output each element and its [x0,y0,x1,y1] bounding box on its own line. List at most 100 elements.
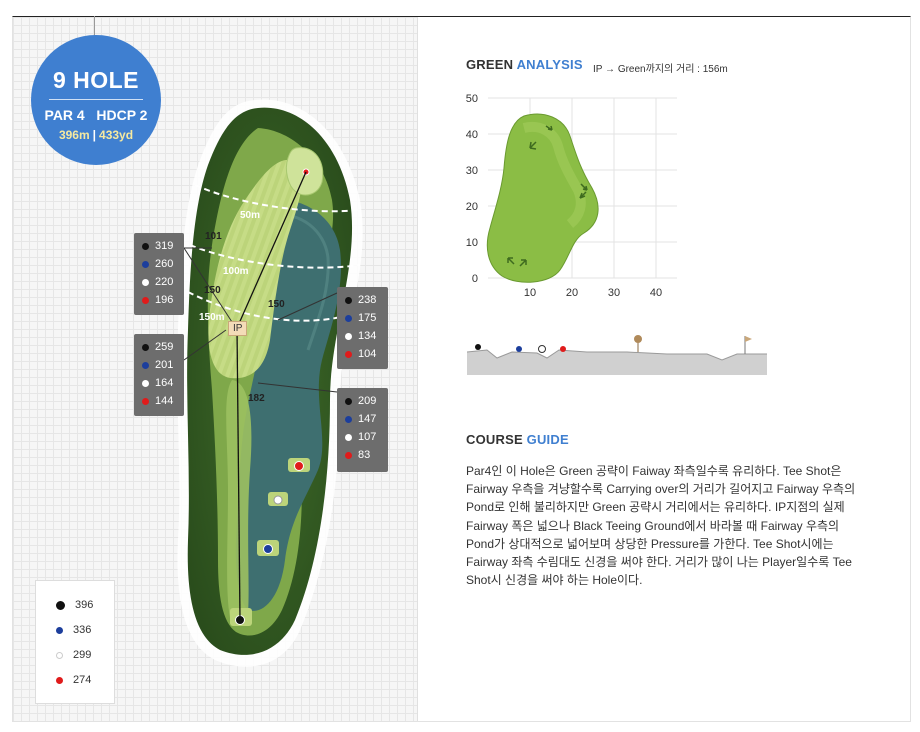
black-tee-icon [56,600,65,610]
arc-label-100m: 100m [223,266,249,277]
badge-pin-line [94,16,95,40]
guide-line: Shot시 신경을 써야 하는 Hole이다. [466,573,643,588]
dist-red: 83 [345,446,380,464]
green-contour-chart: 50 40 30 20 10 0 10 20 30 40 [466,93,677,298]
dist-white: 134 [345,327,380,345]
guide-line: Fairway 좌측 수림대도 신경을 써야 한다. 거리가 많이 나는 Pla… [466,555,852,570]
dist-value: 260 [155,258,174,270]
dist-value: 319 [155,240,174,252]
tee-distance-legend: 396 336 299 274 [35,580,115,704]
white-tee-icon [142,278,149,286]
blue-tee-icon [56,626,63,634]
legend-blue: 336 [56,624,91,636]
dist-red: 144 [142,392,176,410]
hole-layout-map [177,99,363,667]
dist-blue: 260 [142,255,176,273]
x-tick-label: 10 [524,287,536,298]
y-tick-label: 40 [466,129,478,141]
black-tee-icon [345,397,352,405]
red-tee-icon [142,397,149,405]
legend-white: 299 [56,649,91,661]
y-tick-label: 10 [466,237,478,249]
y-tick-label: 50 [466,93,478,105]
title-main: COURSE [466,432,523,447]
mark-150-right: 150 [268,299,285,310]
dist-value: 175 [358,312,377,324]
profile-black-tee [475,344,481,350]
y-tick-label: 0 [472,273,478,285]
guide-line: Pond로 인해 불리하지만 Green 공략시 거리에서는 유리하다. IP지… [466,500,845,515]
ip-marker: IP [228,321,248,336]
red-tee-icon [56,676,63,684]
red-tee-icon [142,296,149,304]
dist-blue: 147 [345,410,380,428]
blue-tee-icon [142,260,149,268]
dist-value: 196 [155,294,174,306]
green-surface [486,113,599,283]
dist-black: 319 [142,237,176,255]
dist-value: 134 [358,330,377,342]
dist-value: 104 [358,348,377,360]
mark-101: 101 [205,231,222,242]
legend-value: 299 [73,649,92,661]
x-tick-label: 40 [650,287,662,298]
guide-line: Par4인 이 Hole은 Green 공략이 Faiway 좌측일수록 유리하… [466,464,842,478]
white-tee-icon [56,651,63,659]
dist-black: 238 [345,291,380,309]
mark-182: 182 [248,393,265,404]
red-tee-icon [345,451,352,459]
badge-divider [49,99,143,100]
dist-red: 196 [142,291,176,309]
mark-150-left: 150 [204,285,221,296]
profile-blue-tee [516,346,522,352]
dist-value: 201 [155,359,174,371]
dist-value: 209 [358,395,377,407]
legend-value: 336 [73,624,92,636]
legend-value: 274 [73,674,92,686]
guide-line: Fairway 우측을 겨냥할수록 Carrying over의 거리가 길어지… [466,482,856,497]
arc-label-150m: 150m [199,312,225,323]
dist-white: 164 [142,374,176,392]
elevation-profile [467,335,767,375]
course-guide-text: Par4인 이 Hole은 Green 공략이 Faiway 좌측일수록 유리하… [466,462,866,589]
green-analysis-title: GREEN ANALYSIS [466,57,583,72]
title-accent: ANALYSIS [516,57,583,72]
blue-tee-icon [345,314,352,322]
distance-box-upper-right: 238 175 134 104 [337,287,388,369]
profile-red-tee [560,346,566,352]
dist-value: 164 [155,377,174,389]
title-accent: GUIDE [526,432,569,447]
hole-distance: 396m | 433yd [58,128,134,142]
dist-value: 107 [358,431,377,443]
distance-meters: 396m [58,128,90,142]
blue-tee-icon [142,361,149,369]
guide-line: Pond가 상대적으로 넓어보며 상당한 Pressure를 가한다. Tee … [466,536,834,551]
dist-value: 220 [155,276,174,288]
white-tee-icon [345,332,352,340]
distance-box-lower-right: 209 147 107 83 [337,388,388,472]
legend-black: 396 [56,599,93,611]
profile-ip-marker [634,335,642,343]
x-tick-label: 30 [608,287,620,298]
course-guide-title: COURSE GUIDE [466,432,569,447]
white-tee-icon [142,379,149,387]
par-hdcp: PAR 4 HDCP 2 [44,107,148,123]
dist-black: 259 [142,338,176,356]
dist-blue: 201 [142,356,176,374]
legend-value: 396 [75,599,94,611]
y-tick-label: 30 [466,165,478,177]
y-tick-label: 20 [466,201,478,213]
black-tee-icon [345,296,352,304]
dist-value: 259 [155,341,174,353]
distance-box-lower-left: 259 201 164 144 [134,334,184,416]
dist-red: 104 [345,345,380,363]
distance-yards: 433yd [99,128,134,142]
x-tick-label: 20 [566,287,578,298]
black-tee-icon [142,242,149,250]
blue-tee-icon [345,415,352,423]
dist-value: 238 [358,294,377,306]
dist-value: 147 [358,413,377,425]
hole-badge: 9 HOLE PAR 4 HDCP 2 396m | 433yd [31,35,161,165]
black-tee-icon [142,343,149,351]
x-tick-labels: 10 20 30 40 [524,287,662,298]
